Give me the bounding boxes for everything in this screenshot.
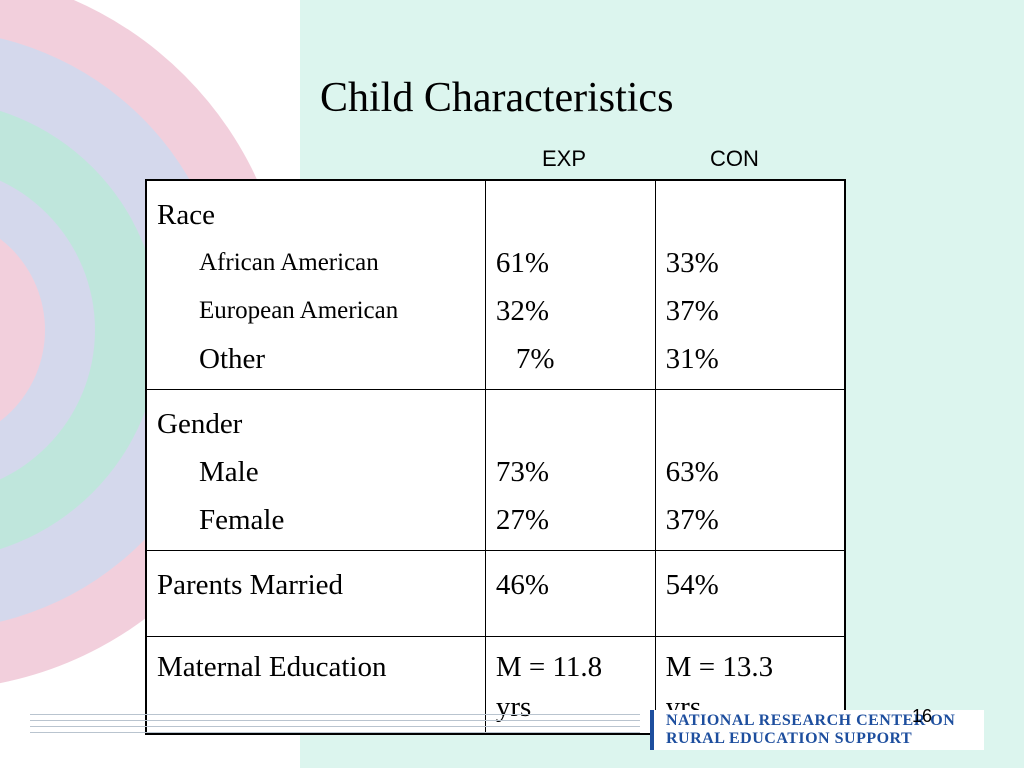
table-row-parents-married: Parents Married 46% 54% — [145, 550, 846, 637]
table-row-race: Race African American European American … — [145, 179, 846, 390]
race-label-cell: Race African American European American … — [145, 179, 486, 390]
nrcres-logo: NATIONAL RESEARCH CENTER ON RURAL EDUCAT… — [650, 710, 984, 750]
parents-married-con: 54% — [654, 550, 846, 637]
gender-female-label: Female — [199, 504, 285, 536]
maternal-education-label-text: Maternal Education — [157, 651, 387, 683]
maternal-education-exp-line2: yrs — [495, 691, 532, 723]
logo-line-1: NATIONAL RESEARCH CENTER ON — [666, 712, 956, 729]
race-african-american-exp: 61% — [495, 247, 550, 279]
race-african-american-con: 33% — [665, 247, 719, 279]
table-row-maternal-education: Maternal Education M = 11.8 yrs M = 13.3… — [145, 636, 846, 735]
gender-con-cell: 63% 37% — [654, 389, 846, 551]
maternal-education-con-line1: M = 13.3 — [665, 651, 774, 683]
table-row-gender: Gender Male Female 73% 27% 63% 37% — [145, 389, 846, 551]
race-other-exp: 7% — [515, 343, 555, 375]
gender-female-con: 37% — [665, 504, 719, 536]
page-number: 16 — [912, 706, 933, 726]
race-european-american-label: European American — [199, 297, 399, 324]
gender-label-cell: Gender Male Female — [145, 389, 486, 551]
maternal-education-exp: M = 11.8 yrs — [484, 636, 656, 735]
arc-core — [0, 238, 45, 422]
gender-exp-cell: 73% 27% — [484, 389, 656, 551]
slide-title: Child Characteristics — [320, 75, 674, 121]
maternal-education-label: Maternal Education — [145, 636, 486, 735]
gender-male-label: Male — [199, 456, 259, 488]
maternal-education-exp-line1: M = 11.8 — [495, 651, 603, 683]
parents-married-exp: 46% — [484, 550, 656, 637]
race-european-american-con: 37% — [665, 295, 719, 327]
gender-female-exp: 27% — [495, 504, 550, 536]
race-exp-cell: 61% 32% 7% — [484, 179, 656, 390]
column-header-exp: EXP — [542, 146, 587, 171]
column-header-con: CON — [710, 146, 759, 171]
gender-heading: Gender — [157, 408, 243, 440]
footer-decorative-lines — [30, 714, 640, 744]
race-other-con: 31% — [665, 343, 719, 375]
gender-male-exp: 73% — [495, 456, 550, 488]
characteristics-table: Race African American European American … — [145, 179, 846, 735]
race-con-cell: 33% 37% 31% — [654, 179, 846, 390]
arc-inner — [0, 180, 95, 480]
parents-married-label: Parents Married — [145, 550, 486, 637]
race-other-label: Other — [199, 343, 266, 375]
race-heading: Race — [157, 199, 215, 231]
logo-line-2: RURAL EDUCATION SUPPORT — [666, 730, 913, 747]
race-african-american-label: African American — [199, 249, 379, 276]
race-european-american-exp: 32% — [495, 295, 550, 327]
gender-male-con: 63% — [665, 456, 719, 488]
